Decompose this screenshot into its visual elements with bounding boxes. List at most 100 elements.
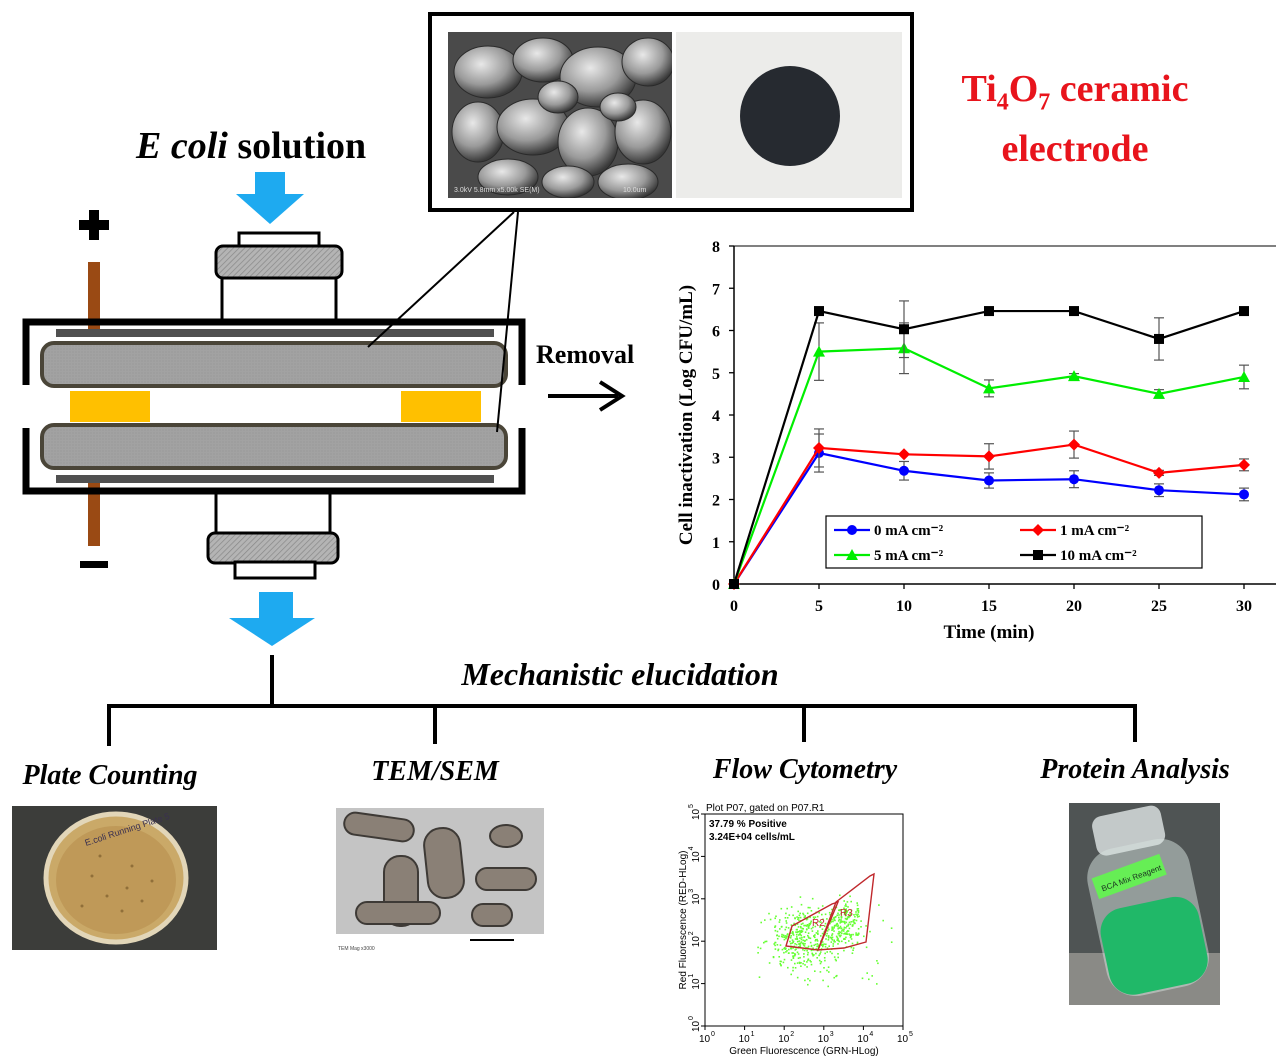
flow-y-tick-label: 10 (691, 936, 702, 948)
flow-event (784, 946, 786, 949)
feed-label-italic: E coli (136, 125, 228, 167)
chart-x-tick-label: 5 (815, 598, 823, 615)
chart-x-tick-label: 30 (1236, 598, 1252, 615)
flow-event (843, 926, 846, 929)
flow-event (849, 913, 851, 915)
chart-point (1239, 306, 1249, 317)
flow-event (857, 913, 859, 915)
flow-event (856, 941, 859, 944)
flow-event (796, 923, 799, 925)
flow-event (825, 943, 827, 946)
flow-event (787, 966, 789, 969)
flow-event (814, 939, 817, 942)
flow-event (837, 920, 840, 922)
flow-event (774, 917, 776, 920)
chart-point (1239, 489, 1249, 500)
flow-event (796, 931, 798, 934)
chart-x-tick-label: 25 (1151, 598, 1167, 615)
flow-event (814, 970, 816, 972)
flow-event (878, 904, 880, 906)
flow-event (865, 946, 868, 949)
flow-event (838, 916, 840, 919)
flow-event (814, 943, 817, 946)
flow-event (821, 928, 824, 930)
flow-event (805, 938, 808, 941)
flow-event (803, 936, 806, 938)
sem-image: 3.0kV 5.8mm x5.00k SE(M) 10.0um (448, 32, 672, 198)
inlet-arrow (236, 172, 304, 224)
flow-event (865, 925, 867, 927)
flow-event (840, 917, 843, 919)
flow-event (764, 940, 766, 943)
chart-legend-marker (1032, 524, 1044, 536)
chart-legend-item: 1 mA cm⁻² (1020, 523, 1130, 539)
flow-event (832, 920, 834, 923)
flow-event (832, 943, 835, 945)
flow-event (812, 947, 814, 949)
flow-event (795, 933, 798, 936)
flow-event (780, 960, 782, 963)
flow-event (837, 940, 840, 942)
flow-event (857, 910, 860, 912)
flow-event (816, 945, 818, 948)
flow-y-tick-label: 10 (691, 893, 702, 905)
flow-cytometry-plot: Plot P07, gated on P07.R1 37.79 % Positi… (678, 803, 913, 1057)
flow-event (809, 906, 811, 909)
flow-event (785, 951, 787, 953)
flow-event (804, 924, 807, 927)
flow-event (837, 925, 839, 928)
flow-event (823, 943, 825, 945)
chart-y-tick-label: 1 (712, 535, 720, 552)
flow-event (798, 962, 801, 965)
flow-event (838, 934, 841, 937)
flow-event (842, 929, 844, 931)
bottom-electrode (40, 423, 508, 470)
flow-event (759, 947, 762, 950)
flow-event (841, 932, 843, 935)
flow-event (824, 922, 827, 925)
flow-event (846, 931, 848, 933)
flow-event (843, 949, 845, 952)
flow-event (837, 932, 839, 935)
flow-event (811, 897, 814, 900)
chart-legend-box (825, 515, 1203, 569)
flow-event (845, 909, 847, 912)
flow-event (780, 935, 783, 938)
flow-event (857, 908, 860, 910)
flow-y-tick-exp: 2 (688, 931, 695, 935)
left-spacer (70, 391, 150, 422)
flow-event (830, 941, 833, 943)
flow-event (846, 918, 848, 920)
flow-event (806, 966, 808, 968)
chart-legend-item: 0 mA cm⁻² (834, 523, 944, 539)
flow-event (799, 943, 801, 946)
flow-event (816, 943, 819, 945)
flow-event (809, 941, 812, 944)
flow-event (803, 953, 805, 955)
chart-point (1154, 333, 1164, 344)
outlet-arrow (229, 592, 315, 646)
flow-event (806, 953, 809, 956)
flow-event (835, 935, 838, 938)
flow-event (856, 909, 859, 912)
flow-y-tick-exp: 1 (688, 974, 695, 978)
flow-event (822, 944, 825, 946)
flow-event (863, 935, 865, 938)
flow-event (796, 916, 798, 918)
flow-event (815, 932, 818, 934)
chart-point (899, 324, 909, 335)
chart-y-tick-label: 2 (712, 493, 720, 510)
flow-event (843, 933, 845, 935)
flow-event (802, 944, 805, 946)
flow-event (792, 932, 794, 934)
mechanism-title: Mechanistic elucidation (461, 656, 779, 692)
flow-event (785, 920, 787, 922)
flow-event (821, 941, 824, 943)
flow-event (837, 943, 839, 945)
flow-event (882, 919, 884, 922)
flow-event (779, 928, 781, 930)
flow-event (810, 910, 813, 912)
flow-event (774, 944, 776, 947)
flow-event (796, 976, 799, 979)
flow-event (814, 922, 817, 925)
